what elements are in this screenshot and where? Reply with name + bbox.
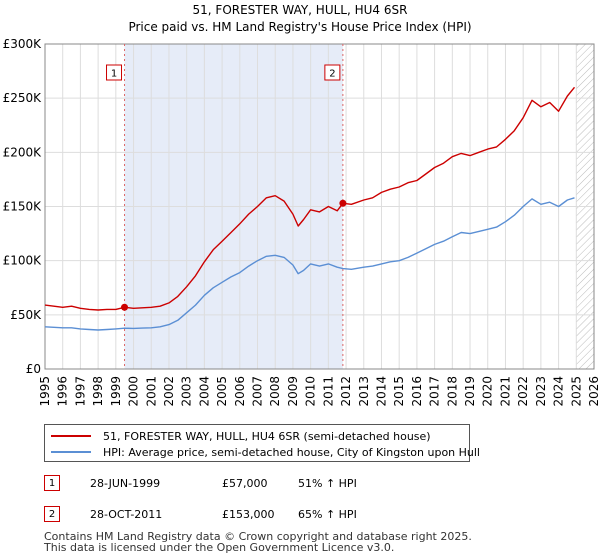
legend-label-hpi: HPI: Average price, semi-detached house,…	[103, 445, 480, 459]
plot-frame	[44, 43, 595, 370]
x-tick-label: 2010	[304, 376, 318, 407]
legend-swatch-hpi	[51, 451, 91, 453]
annotation-date-2: 28-OCT-2011	[90, 508, 163, 521]
legend-item-hpi: HPI: Average price, semi-detached house,…	[51, 444, 480, 460]
legend-swatch-property	[51, 435, 91, 437]
x-tick-label: 2017	[428, 376, 442, 407]
property-series-line	[44, 86, 576, 311]
y-tick-label: £150K	[3, 200, 43, 214]
footer: Contains HM Land Registry data © Crown c…	[44, 531, 472, 553]
x-tick-label: 2011	[321, 376, 335, 407]
sale-label-text: 2	[329, 69, 335, 80]
x-tick-label: 2013	[357, 376, 371, 407]
x-tick-label: 1996	[56, 376, 70, 407]
x-tick-label: 2002	[162, 376, 176, 407]
x-tick-label: 1998	[91, 376, 105, 407]
annotation-date-1: 28-JUN-1999	[90, 477, 161, 490]
chart-title: 51, FORESTER WAY, HULL, HU4 6SR	[193, 3, 408, 17]
annotation-hpi-2: 65% ↑ HPI	[298, 508, 357, 521]
footer-line-2: This data is licensed under the Open Gov…	[44, 541, 395, 554]
x-tick-label: 2003	[180, 376, 194, 407]
x-tick-label: 2016	[410, 376, 424, 407]
y-tick-label: £100K	[3, 254, 43, 268]
x-tick-label: 2001	[144, 376, 158, 407]
y-tick-label: £0	[26, 362, 41, 376]
sale-label-text: 1	[111, 69, 117, 80]
sale-label-box	[106, 64, 123, 81]
x-tick-label: 2008	[268, 376, 282, 407]
x-tick-label: 2018	[445, 376, 459, 407]
x-tick-label: 2024	[552, 376, 566, 407]
x-tick-label: 2005	[215, 376, 229, 407]
hpi-series-line	[44, 197, 575, 331]
legend-label-property: 51, FORESTER WAY, HULL, HU4 6SR (semi-de…	[103, 429, 431, 443]
x-tick-label: 2015	[392, 376, 406, 407]
y-tick-label: £50K	[10, 308, 42, 322]
chart-legend: 51, FORESTER WAY, HULL, HU4 6SR (semi-de…	[44, 424, 480, 462]
x-tick-label: 2023	[534, 376, 548, 407]
x-tick-label: 2019	[463, 376, 477, 407]
price-chart: 51, FORESTER WAY, HULL, HU4 6SR Price pa…	[3, 3, 600, 407]
x-tick-label: 2009	[286, 376, 300, 407]
x-tick-label: 2025	[569, 376, 583, 407]
x-tick-label: 2007	[251, 376, 265, 407]
annotation-hpi-1: 51% ↑ HPI	[298, 477, 357, 490]
y-tick-label: £250K	[3, 91, 43, 105]
x-tick-label: 1999	[109, 376, 123, 407]
x-tick-label: 2022	[516, 376, 530, 407]
sale-point-marker	[339, 199, 347, 207]
y-tick-label: £200K	[3, 145, 43, 159]
x-tick-label: 2000	[127, 376, 141, 407]
y-tick-label: £300K	[3, 37, 43, 51]
annotation-price-1: £57,000	[222, 477, 268, 490]
x-tick-label: 2014	[374, 376, 388, 407]
x-tick-label: 1995	[38, 376, 52, 407]
sale-point-marker	[121, 303, 129, 311]
sale-label-box	[324, 64, 341, 81]
footer-line-1: Contains HM Land Registry data © Crown c…	[44, 530, 472, 543]
chart-subtitle: Price paid vs. HM Land Registry's House …	[128, 20, 471, 34]
annotation-price-2: £153,000	[222, 508, 275, 521]
annotation-marker-1: 1	[44, 475, 60, 491]
legend-item-property: 51, FORESTER WAY, HULL, HU4 6SR (semi-de…	[51, 428, 431, 444]
x-tick-label: 2012	[339, 376, 353, 407]
x-tick-label: 2021	[498, 376, 512, 407]
annotation-marker-2: 2	[44, 506, 60, 522]
x-tick-label: 1997	[73, 376, 87, 407]
x-tick-label: 2026	[587, 376, 600, 407]
x-tick-label: 2020	[481, 376, 495, 407]
x-tick-label: 2006	[233, 376, 247, 407]
x-tick-label: 2004	[197, 376, 211, 407]
